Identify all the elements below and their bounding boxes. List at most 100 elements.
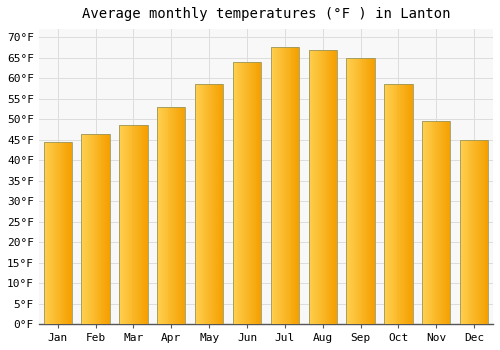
Bar [181, 107, 182, 324]
Bar [477, 140, 478, 324]
Bar [335, 50, 336, 324]
Bar [270, 48, 272, 324]
Bar [216, 84, 218, 324]
Bar [195, 84, 196, 324]
Bar [374, 58, 375, 324]
Bar [157, 107, 158, 324]
Bar [162, 107, 163, 324]
Bar [350, 58, 351, 324]
Bar [88, 133, 89, 324]
Bar [245, 62, 246, 324]
Bar [209, 84, 210, 324]
Bar [46, 142, 48, 324]
Bar [270, 48, 299, 324]
Bar [425, 121, 426, 324]
Bar [392, 84, 394, 324]
Bar [294, 48, 296, 324]
Bar [308, 50, 310, 324]
Bar [296, 48, 297, 324]
Bar [62, 142, 64, 324]
Bar [184, 107, 186, 324]
Bar [159, 107, 160, 324]
Bar [246, 62, 247, 324]
Bar [134, 125, 136, 324]
Bar [427, 121, 428, 324]
Bar [384, 84, 385, 324]
Bar [398, 84, 400, 324]
Bar [175, 107, 176, 324]
Bar [370, 58, 371, 324]
Bar [349, 58, 350, 324]
Bar [96, 133, 98, 324]
Bar [44, 142, 72, 324]
Bar [215, 84, 216, 324]
Bar [444, 121, 445, 324]
Bar [317, 50, 318, 324]
Bar [281, 48, 282, 324]
Bar [177, 107, 178, 324]
Bar [466, 140, 468, 324]
Bar [60, 142, 62, 324]
Bar [482, 140, 484, 324]
Bar [119, 125, 148, 324]
Bar [405, 84, 406, 324]
Bar [280, 48, 281, 324]
Bar [403, 84, 404, 324]
Bar [123, 125, 124, 324]
Bar [212, 84, 213, 324]
Bar [409, 84, 410, 324]
Bar [84, 133, 85, 324]
Bar [44, 142, 46, 324]
Bar [310, 50, 312, 324]
Bar [408, 84, 409, 324]
Bar [66, 142, 67, 324]
Bar [314, 50, 315, 324]
Bar [238, 62, 240, 324]
Bar [254, 62, 256, 324]
Bar [278, 48, 279, 324]
Bar [430, 121, 432, 324]
Bar [326, 50, 328, 324]
Bar [94, 133, 96, 324]
Bar [391, 84, 392, 324]
Bar [384, 84, 412, 324]
Bar [68, 142, 69, 324]
Bar [428, 121, 430, 324]
Bar [360, 58, 362, 324]
Bar [426, 121, 427, 324]
Bar [387, 84, 388, 324]
Bar [204, 84, 206, 324]
Bar [331, 50, 332, 324]
Bar [146, 125, 148, 324]
Bar [141, 125, 142, 324]
Bar [396, 84, 398, 324]
Bar [332, 50, 333, 324]
Bar [334, 50, 335, 324]
Bar [313, 50, 314, 324]
Bar [460, 140, 461, 324]
Bar [258, 62, 260, 324]
Bar [90, 133, 91, 324]
Bar [64, 142, 66, 324]
Bar [434, 121, 436, 324]
Bar [248, 62, 249, 324]
Bar [54, 142, 55, 324]
Bar [422, 121, 423, 324]
Bar [220, 84, 222, 324]
Bar [404, 84, 405, 324]
Bar [386, 84, 387, 324]
Bar [328, 50, 330, 324]
Bar [107, 133, 108, 324]
Bar [476, 140, 477, 324]
Bar [244, 62, 245, 324]
Bar [240, 62, 242, 324]
Bar [474, 140, 475, 324]
Bar [213, 84, 214, 324]
Bar [50, 142, 51, 324]
Bar [479, 140, 480, 324]
Bar [460, 140, 488, 324]
Bar [436, 121, 437, 324]
Bar [49, 142, 50, 324]
Bar [333, 50, 334, 324]
Bar [445, 121, 446, 324]
